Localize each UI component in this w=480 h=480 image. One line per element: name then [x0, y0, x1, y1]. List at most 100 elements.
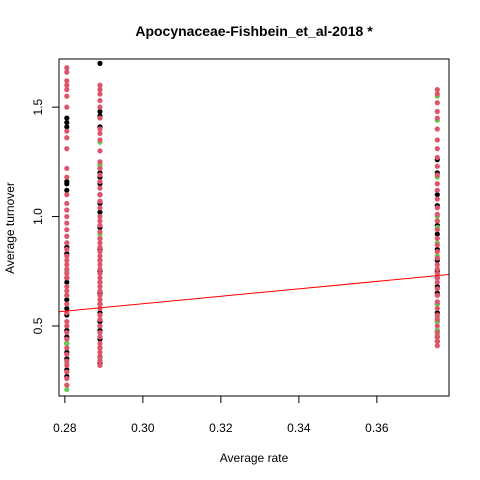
data-point-red-1-23 — [97, 240, 103, 246]
data-point-red-1-40 — [97, 316, 103, 323]
data-point-red-0-35 — [64, 336, 70, 342]
data-point-red-2-37 — [434, 343, 440, 349]
data-point-red-1-11 — [97, 165, 103, 172]
data-point-red-1-34 — [97, 288, 103, 294]
data-point-red-1-46 — [97, 349, 103, 355]
data-point-red-0-34 — [64, 329, 70, 336]
data-point-red-1-0 — [97, 82, 103, 88]
data-point-red-0-36 — [64, 345, 70, 351]
data-point-red-1-10 — [97, 159, 103, 165]
data-point-red-2-33 — [434, 323, 440, 329]
data-point-red-0-28 — [64, 288, 70, 294]
data-point-red-2-12 — [434, 187, 440, 193]
data-point-red-2-31 — [434, 312, 440, 318]
data-point-red-0-0 — [64, 65, 70, 71]
data-point-red-1-19 — [97, 218, 103, 224]
x-tick-label-3: 0.34 — [287, 421, 311, 435]
data-point-red-1-17 — [97, 205, 103, 211]
data-point-red-1-20 — [97, 222, 103, 228]
data-point-red-0-18 — [64, 233, 70, 239]
data-point-black-0-0 — [64, 115, 70, 121]
x-tick-label-1: 0.30 — [131, 421, 155, 435]
data-point-black-0-1 — [64, 119, 70, 126]
data-point-red-0-11 — [64, 174, 70, 180]
data-point-red-2-20 — [434, 248, 440, 255]
y-tick-label-2: 1.5 — [31, 98, 45, 115]
data-point-red-2-14 — [434, 205, 440, 211]
data-point-red-0-23 — [64, 262, 70, 268]
data-point-red-1-6 — [97, 126, 103, 132]
data-point-red-2-35 — [434, 334, 440, 340]
data-point-red-0-2 — [64, 78, 70, 84]
data-point-red-2-3 — [434, 108, 440, 115]
data-point-red-0-12 — [64, 192, 70, 198]
data-point-red-0-37 — [64, 351, 70, 358]
x-axis: 0.28 0.30 0.32 0.34 0.36 — [53, 395, 389, 435]
data-point-black-0-11 — [64, 305, 70, 312]
data-point-red-2-13 — [434, 196, 440, 202]
data-point-red-0-6 — [64, 104, 70, 110]
data-point-red-1-9 — [97, 148, 103, 154]
data-point-red-0-15 — [64, 213, 70, 220]
data-point-red-1-18 — [97, 213, 103, 220]
data-point-red-1-48 — [97, 358, 103, 364]
data-point-red-1-45 — [97, 345, 103, 351]
data-point-red-1-24 — [97, 244, 103, 250]
plot-box — [58, 58, 450, 397]
data-point-red-0-16 — [64, 220, 70, 226]
data-point-red-1-7 — [97, 130, 103, 136]
data-point-red-2-18 — [434, 235, 440, 242]
data-point-red-1-15 — [97, 192, 103, 198]
data-point-red-2-15 — [434, 211, 440, 217]
data-point-red-2-7 — [434, 146, 440, 152]
data-point-red-0-42 — [64, 382, 70, 388]
data-point-red-2-36 — [434, 338, 440, 344]
data-point-red-2-24 — [434, 270, 440, 277]
data-point-red-1-26 — [97, 253, 103, 259]
data-point-red-2-34 — [434, 329, 440, 336]
data-points — [64, 60, 440, 393]
data-point-red-1-37 — [97, 301, 103, 307]
data-point-black-0-9 — [64, 279, 70, 285]
data-point-red-1-25 — [97, 248, 103, 255]
data-point-red-2-19 — [434, 242, 440, 248]
data-point-red-0-24 — [64, 266, 70, 272]
data-point-red-1-8 — [97, 137, 103, 143]
data-point-red-1-31 — [97, 275, 103, 281]
y-axis: 0.5 1.0 1.5 — [31, 98, 60, 334]
data-point-red-1-38 — [97, 305, 103, 312]
data-point-red-0-1 — [64, 69, 70, 75]
data-point-red-1-33 — [97, 283, 103, 290]
data-point-red-2-17 — [434, 227, 440, 233]
data-point-red-1-2 — [97, 91, 103, 97]
data-point-red-1-42 — [97, 329, 103, 336]
data-point-red-0-41 — [64, 375, 70, 382]
data-point-red-2-22 — [434, 262, 440, 268]
data-point-red-1-27 — [97, 257, 103, 263]
data-point-red-2-30 — [434, 305, 440, 312]
data-point-red-1-49 — [97, 362, 103, 368]
data-point-red-2-1 — [434, 91, 440, 97]
data-point-red-0-32 — [64, 319, 70, 325]
data-point-red-1-43 — [97, 334, 103, 340]
data-point-red-1-28 — [97, 262, 103, 268]
data-point-black-0-5 — [64, 187, 70, 193]
y-axis-label: Average turnover — [3, 182, 17, 274]
x-tick-label-4: 0.36 — [365, 421, 389, 435]
data-point-red-1-39 — [97, 312, 103, 318]
data-point-red-2-4 — [434, 115, 440, 121]
data-point-red-1-36 — [97, 297, 103, 303]
data-point-red-2-16 — [434, 218, 440, 224]
data-point-red-2-2 — [434, 100, 440, 106]
data-point-red-0-3 — [64, 82, 70, 88]
data-point-red-0-17 — [64, 227, 70, 233]
data-point-red-0-40 — [64, 369, 70, 375]
data-point-red-2-6 — [434, 137, 440, 143]
data-point-red-0-21 — [64, 253, 70, 259]
data-point-red-0-7 — [64, 128, 70, 134]
x-tick-label-2: 0.32 — [209, 421, 233, 435]
data-point-green-0-3 — [64, 340, 70, 347]
data-point-red-2-9 — [434, 163, 440, 169]
data-point-red-1-12 — [97, 172, 103, 178]
